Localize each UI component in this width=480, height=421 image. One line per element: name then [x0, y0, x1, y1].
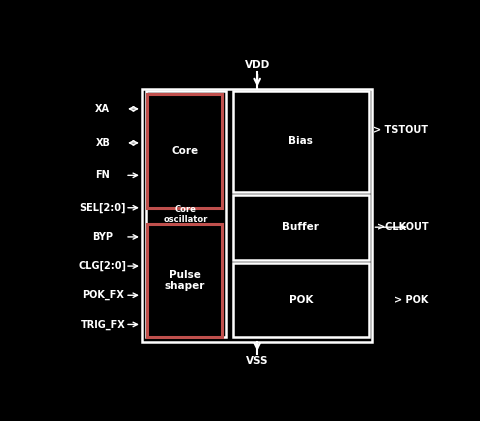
Text: Buffer: Buffer [282, 222, 319, 232]
Text: BYP: BYP [92, 232, 113, 242]
Text: Pulse
shaper: Pulse shaper [165, 270, 205, 291]
Text: FN: FN [96, 171, 110, 180]
Bar [147, 224, 222, 337]
Bar [142, 89, 372, 342]
Text: VDD: VDD [244, 60, 270, 70]
Text: POK_FX: POK_FX [82, 290, 124, 301]
Bar [233, 195, 369, 260]
Text: XB: XB [96, 138, 110, 148]
Text: POK: POK [288, 295, 313, 305]
Text: SEL[2:0]: SEL[2:0] [80, 203, 126, 213]
Text: XA: XA [95, 104, 110, 114]
Bar [233, 91, 369, 192]
Bar [233, 263, 369, 337]
Text: > TSTOUT: > TSTOUT [373, 125, 428, 135]
Bar [145, 91, 226, 337]
Text: Bias: Bias [288, 136, 313, 146]
Text: TRIG_FX: TRIG_FX [81, 319, 125, 330]
Text: Core
oscillator: Core oscillator [163, 205, 208, 224]
Text: CLG[2:0]: CLG[2:0] [79, 261, 127, 271]
Bar [147, 94, 222, 208]
Text: > POK: > POK [394, 295, 428, 305]
Text: VSS: VSS [246, 356, 268, 366]
Text: >CLKOUT: >CLKOUT [377, 222, 428, 232]
Text: Core: Core [171, 146, 198, 156]
